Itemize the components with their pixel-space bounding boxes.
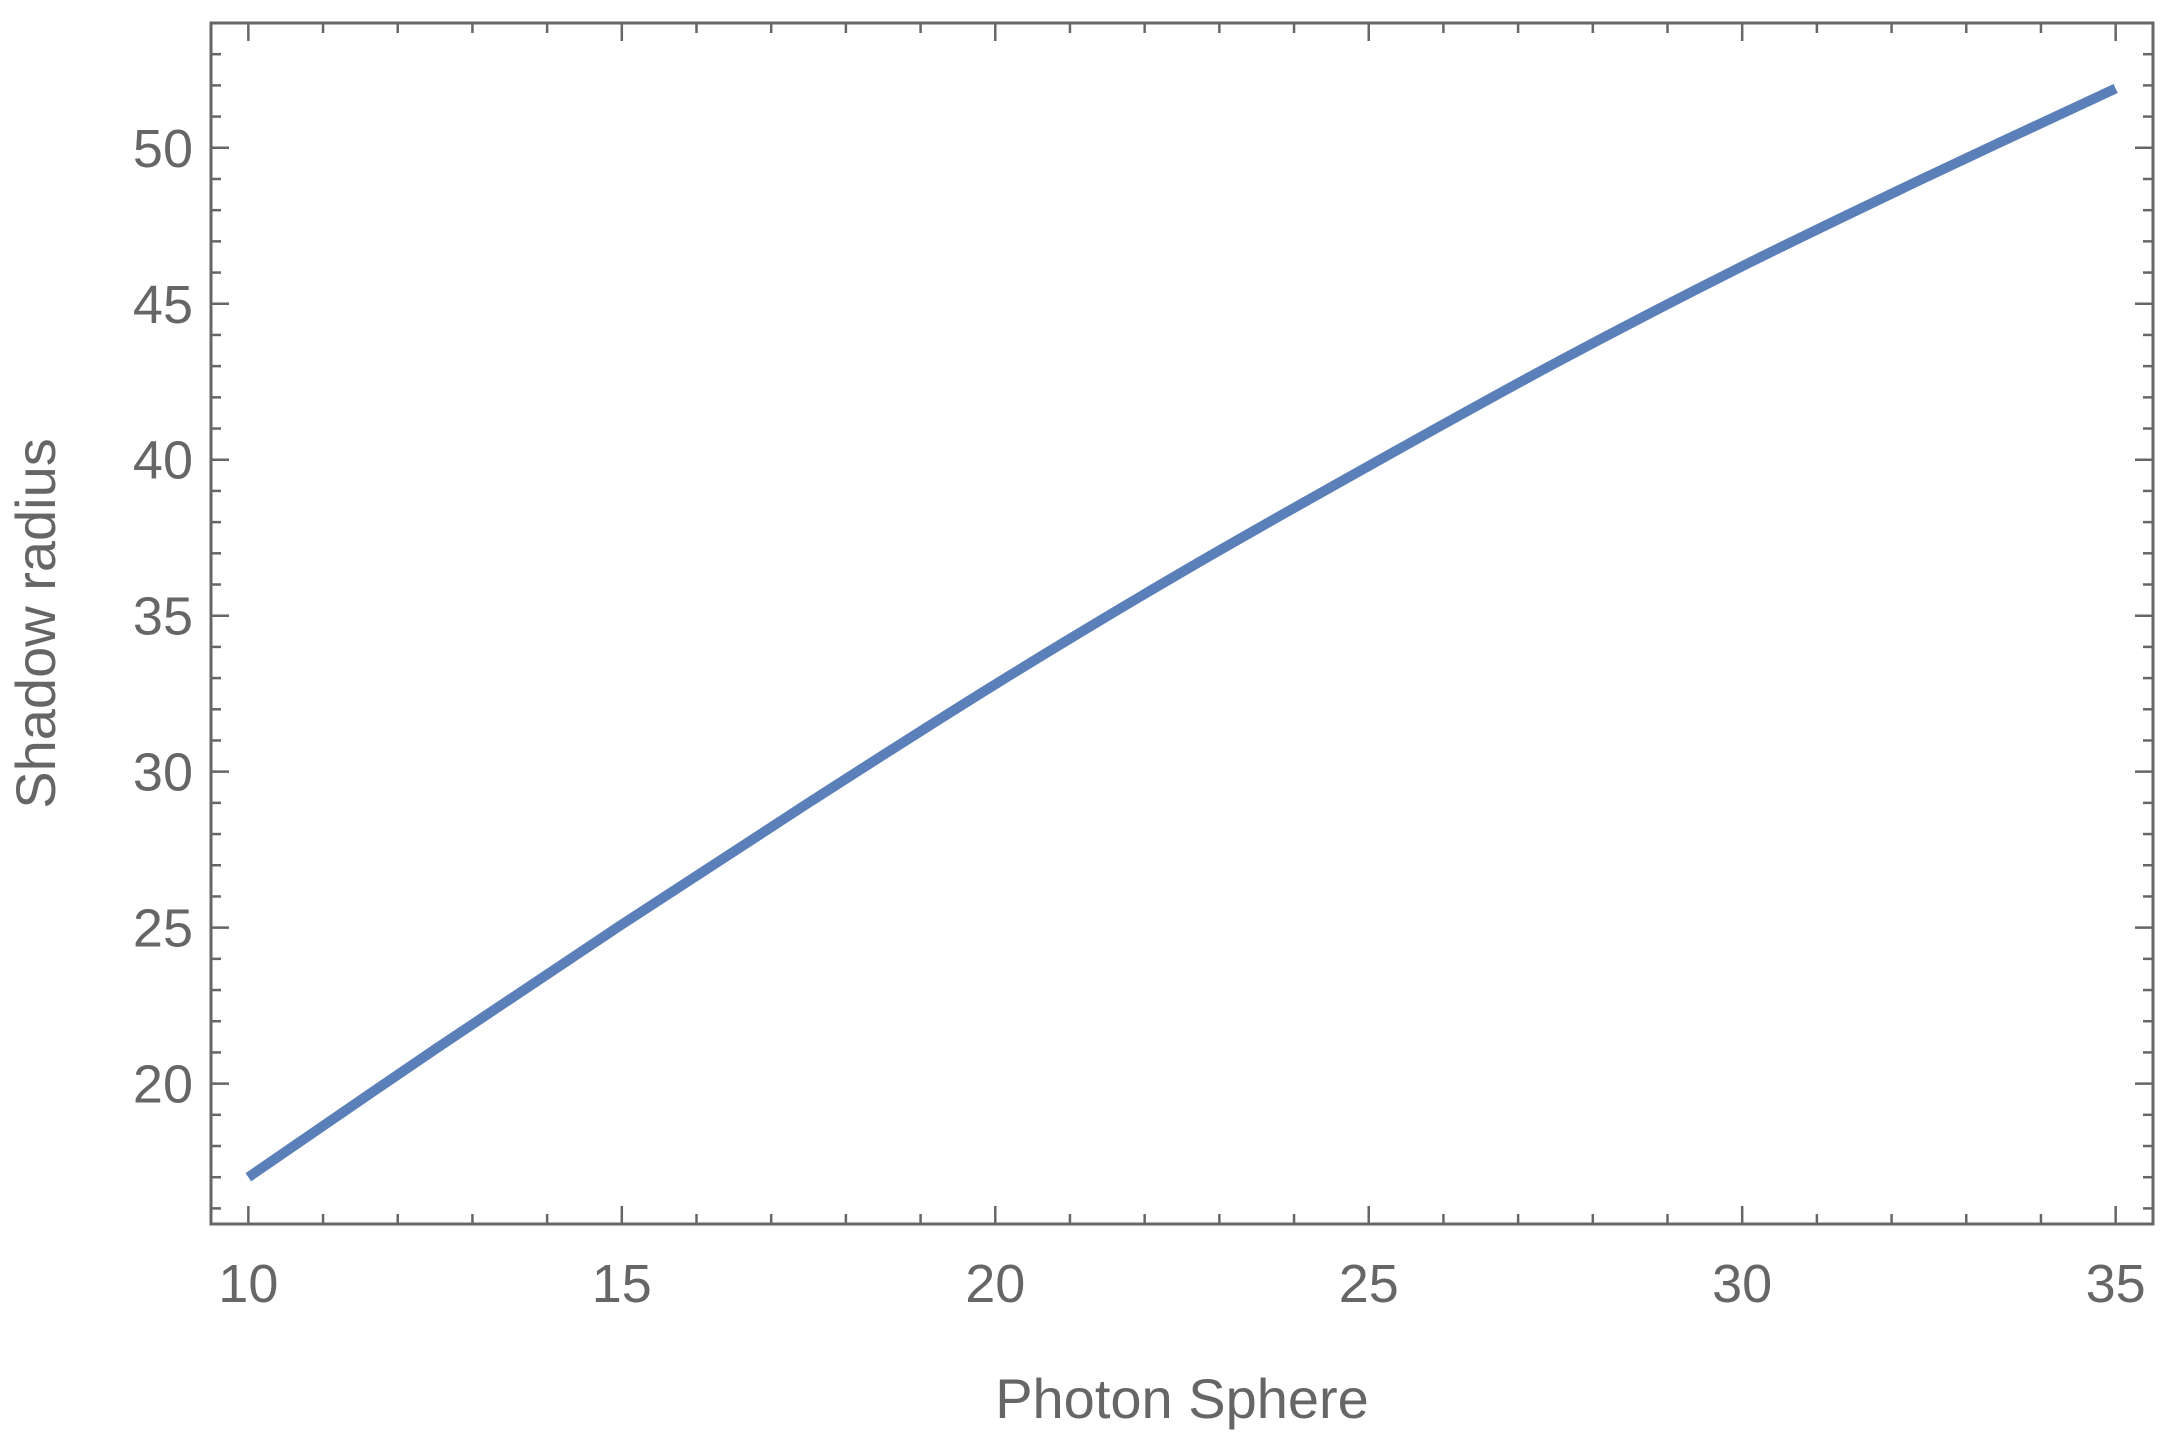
x-tick-label: 10	[218, 1254, 278, 1314]
series-layer	[245, 83, 2118, 1182]
x-tick-label: 25	[1339, 1254, 1399, 1314]
y-tick-label: 35	[133, 587, 193, 647]
y-tick-label: 40	[133, 431, 193, 491]
y-tick-label: 30	[133, 743, 193, 803]
y-tick-label: 50	[133, 119, 193, 179]
x-axis-label: Photon Sphere	[995, 1367, 1369, 1430]
y-tick-label: 45	[133, 275, 193, 335]
y-tick-label: 25	[133, 899, 193, 959]
plot-frame	[209, 21, 2155, 1226]
ticks-layer	[211, 21, 2153, 1224]
x-tick-label: 30	[1712, 1254, 1772, 1314]
x-tick-label: 20	[965, 1254, 1025, 1314]
y-tick-label: 20	[133, 1055, 193, 1115]
x-tick-label: 35	[2086, 1254, 2146, 1314]
tick-labels-layer: 10 15 20 25 30 35 20 25 30 35 40 45 50	[133, 119, 2146, 1314]
x-tick-label: 15	[592, 1254, 652, 1314]
series-line	[245, 83, 2118, 1182]
y-axis-label: Shadow radius	[4, 438, 67, 808]
